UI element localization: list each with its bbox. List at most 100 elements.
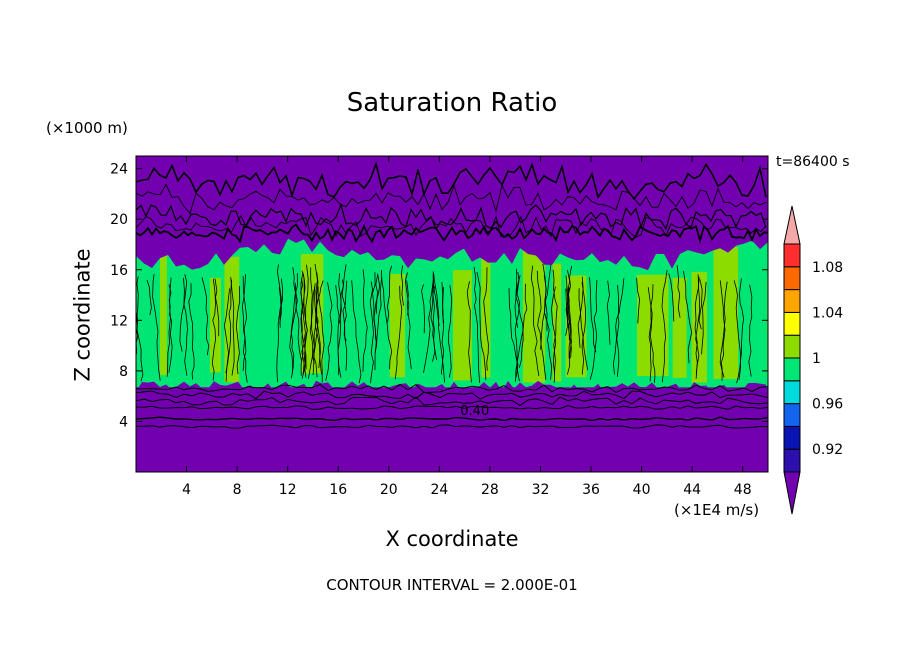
contour-line [589,277,597,353]
contour-line [448,285,453,378]
contour-line [335,285,342,378]
colorbar-swatch [783,471,801,515]
contour-interval-note: CONTOUR INTERVAL = 2.000E-01 [326,576,578,594]
x-tick-label: 20 [380,482,398,498]
contour-line [606,280,611,345]
contour-line [440,287,445,375]
chart-title: Saturation Ratio [346,88,558,118]
contour-line [313,286,319,378]
contour-label: 0.40 [460,404,489,419]
contour-line [719,281,728,378]
contour-line [515,283,528,382]
field-layer [136,156,768,472]
x-axis-label: X coordinate [385,527,519,551]
contour-line [647,287,656,383]
contour-line [309,267,315,364]
contour-line [188,283,195,380]
contour-line [276,264,282,325]
x-tick-label: 24 [430,482,448,498]
contour-line [381,269,393,370]
x-tick-label: 48 [734,482,752,498]
contour-line [315,272,322,375]
x-tick-label: 44 [683,482,701,498]
contour-line [292,267,302,362]
contour-line [342,280,348,371]
supersaturated-column [389,273,406,378]
contour-line [514,275,521,328]
contour-line [536,270,547,380]
contour-line [325,282,333,381]
contour-line [515,268,524,368]
contour-line [136,183,767,215]
colorbar-swatch [783,403,801,427]
supersaturated-column [713,246,739,380]
cloud-base-edge [136,380,768,472]
colorbar-swatch [783,357,801,382]
x-axis-unit: (×1E4 m/s) [674,501,760,519]
contour-line [530,265,540,377]
y-tick-label: 8 [119,364,128,380]
contour-line [136,223,768,244]
colorbar-swatch [783,380,801,405]
x-tick-label: 32 [532,482,550,498]
contour-line [423,278,434,373]
colorbar-swatch [783,266,801,291]
y-tick-label: 16 [110,263,128,279]
contour-line [308,283,316,379]
contour-line [369,281,374,384]
contour-line [683,270,693,364]
contour-line [565,288,569,336]
contour-line [136,285,144,382]
contour-line [214,278,220,337]
colorbar-swatch [783,205,801,245]
contour-line [373,275,381,371]
supersaturated-column [552,263,562,382]
supersaturated-column [672,277,687,378]
contour-line [362,269,368,372]
supersaturated-column [452,270,472,381]
contour-line [589,279,598,381]
x-tick-label: 40 [633,482,651,498]
contour-line [661,270,668,383]
contour-line [400,265,404,306]
contour-line [136,214,767,238]
contour-line [565,286,572,358]
contour-line [136,161,767,201]
contour-line [430,285,436,362]
contour-line [183,277,188,376]
contour-line [736,278,745,384]
supersaturated-column [159,248,167,376]
contour-line [136,202,767,231]
x-tick-label: 8 [233,482,242,498]
contour-line [317,286,325,383]
colorbar-swatch [783,334,801,359]
contour-line [578,288,589,370]
y-tick-label: 24 [110,162,128,178]
supersaturated-column [691,271,707,383]
contour-line [668,273,675,322]
contour-line [473,266,480,383]
colorbar-swatch [783,425,801,450]
y-tick-label: 4 [119,414,128,430]
contour-line [152,273,161,381]
contour-line [136,424,768,429]
contour-line [179,274,188,352]
contour-line [567,287,571,341]
contour-line [483,267,489,371]
colorbar-label: 1.08 [812,260,843,276]
contour-line [146,279,152,316]
contour-line [542,264,548,331]
contour-line [567,270,571,325]
contour-line [404,272,410,316]
contour-line [276,278,284,383]
contour-line [698,279,703,330]
colorbar-swatch [783,448,801,473]
contour-line [394,285,403,380]
colorbar-swatch [783,311,801,336]
x-tick-label: 4 [182,482,191,498]
x-tick-label: 16 [329,482,347,498]
contour-line [648,284,654,382]
time-label: t=86400 s [776,154,850,170]
contour-line [719,280,726,381]
